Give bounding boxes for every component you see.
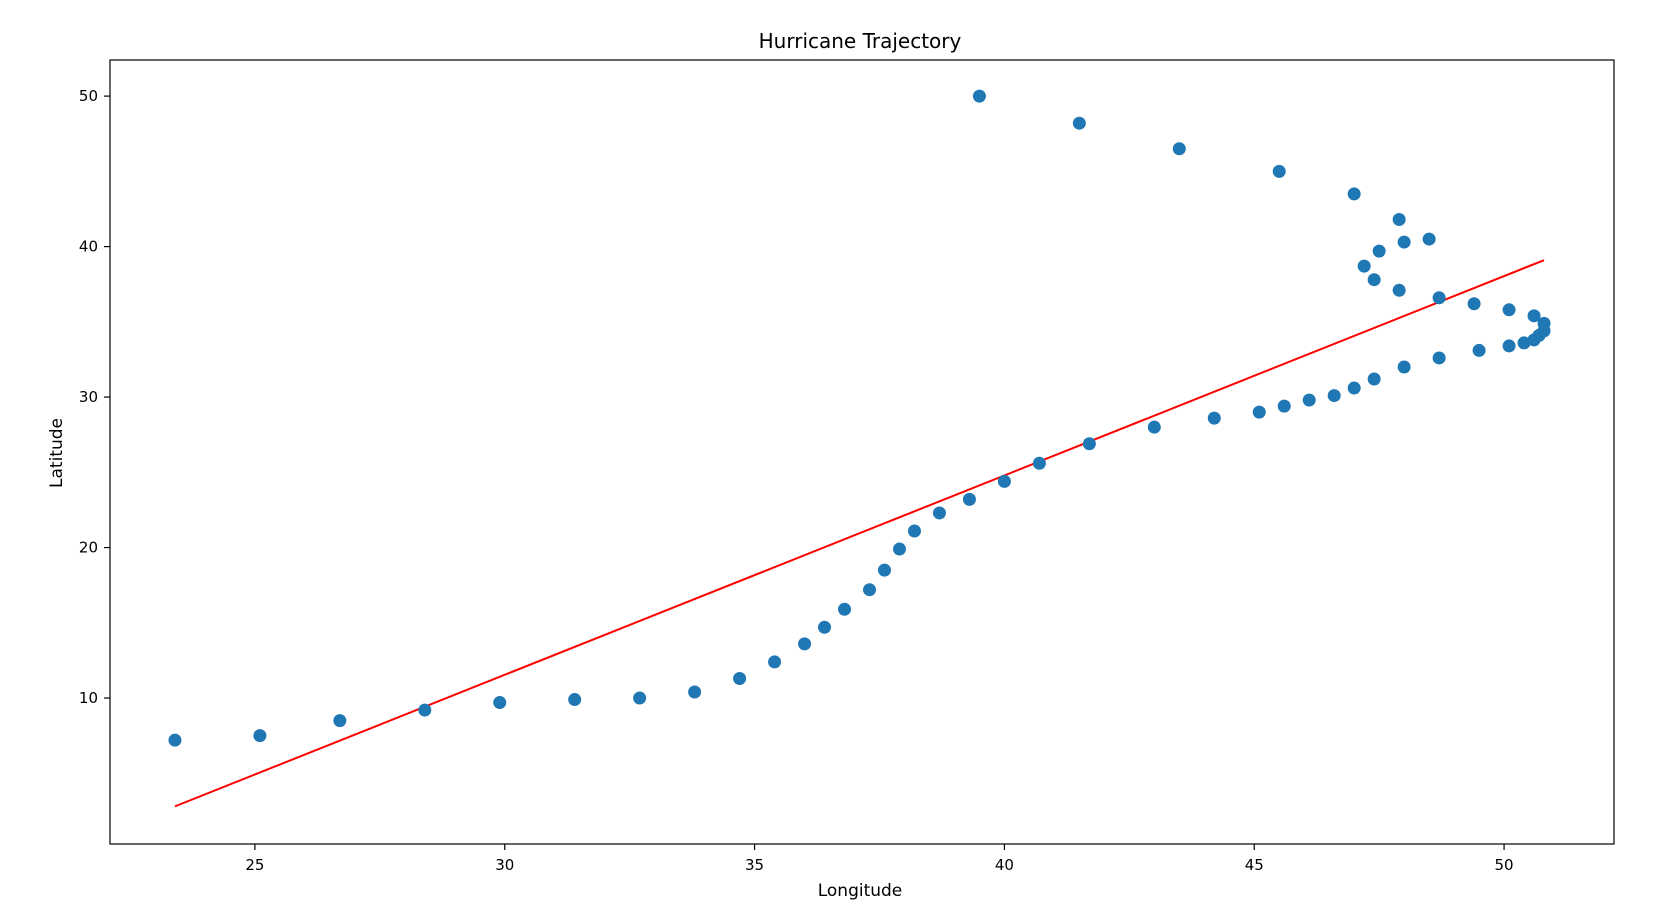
data-point — [1082, 437, 1096, 451]
x-tick-label: 35 — [745, 856, 764, 874]
data-point — [907, 524, 921, 538]
data-point — [1252, 405, 1266, 419]
x-axis: 25 30 35 40 45 50 — [245, 844, 1514, 874]
data-point — [1347, 381, 1361, 395]
data-point — [838, 602, 852, 616]
data-point — [168, 733, 182, 747]
data-point — [333, 714, 347, 728]
data-point — [1432, 291, 1446, 305]
data-point — [1147, 420, 1161, 434]
data-point — [1422, 232, 1436, 246]
data-point — [1527, 309, 1541, 323]
data-point — [1467, 297, 1481, 311]
data-point — [962, 492, 976, 506]
data-point — [418, 703, 432, 717]
data-point — [1207, 411, 1221, 425]
data-point — [1472, 343, 1486, 357]
data-point — [818, 620, 832, 634]
data-point — [1517, 336, 1531, 350]
y-tick-label: 30 — [79, 388, 98, 406]
data-point — [1397, 360, 1411, 374]
data-point — [633, 691, 647, 705]
data-point — [1172, 142, 1186, 156]
data-point — [1537, 316, 1551, 330]
data-point — [1327, 389, 1341, 403]
data-point — [932, 506, 946, 520]
data-point — [1392, 283, 1406, 297]
data-point — [1272, 164, 1286, 178]
data-point — [1072, 116, 1086, 130]
data-point — [1277, 399, 1291, 413]
data-point — [798, 637, 812, 651]
regression-line — [174, 259, 1545, 808]
data-point — [1367, 273, 1381, 287]
data-point — [1302, 393, 1316, 407]
data-point — [733, 671, 747, 685]
data-point — [1372, 244, 1386, 258]
data-point — [1367, 372, 1381, 386]
data-point — [1357, 259, 1371, 273]
plot-frame — [109, 59, 1615, 845]
data-point — [1032, 456, 1046, 470]
x-tick-label: 50 — [1495, 856, 1514, 874]
y-tick-label: 40 — [79, 238, 98, 256]
x-axis-label: Longitude — [818, 881, 903, 901]
data-point — [1502, 303, 1516, 317]
data-point — [688, 685, 702, 699]
data-point — [972, 89, 986, 103]
x-tick-label: 25 — [245, 856, 264, 874]
data-point — [1502, 339, 1516, 353]
data-point — [1397, 235, 1411, 249]
x-tick-label: 45 — [1245, 856, 1264, 874]
data-point — [253, 729, 267, 743]
chart-title: Hurricane Trajectory — [759, 29, 962, 53]
data-point — [877, 563, 891, 577]
y-tick-label: 20 — [79, 539, 98, 557]
data-point — [1392, 213, 1406, 227]
data-point — [768, 655, 782, 669]
data-point — [1347, 187, 1361, 201]
data-point — [997, 474, 1011, 488]
x-tick-label: 40 — [995, 856, 1014, 874]
y-axis-label: Latitude — [47, 418, 67, 488]
plot-area — [109, 59, 1615, 845]
data-point — [892, 542, 906, 556]
y-tick-label: 50 — [79, 87, 98, 105]
x-tick-label: 30 — [495, 856, 514, 874]
data-point — [493, 696, 507, 710]
data-point — [568, 693, 582, 707]
y-axis: 10 20 30 40 50 — [79, 87, 110, 707]
data-point — [1432, 351, 1446, 365]
y-tick-label: 10 — [79, 689, 98, 707]
data-point — [862, 583, 876, 597]
